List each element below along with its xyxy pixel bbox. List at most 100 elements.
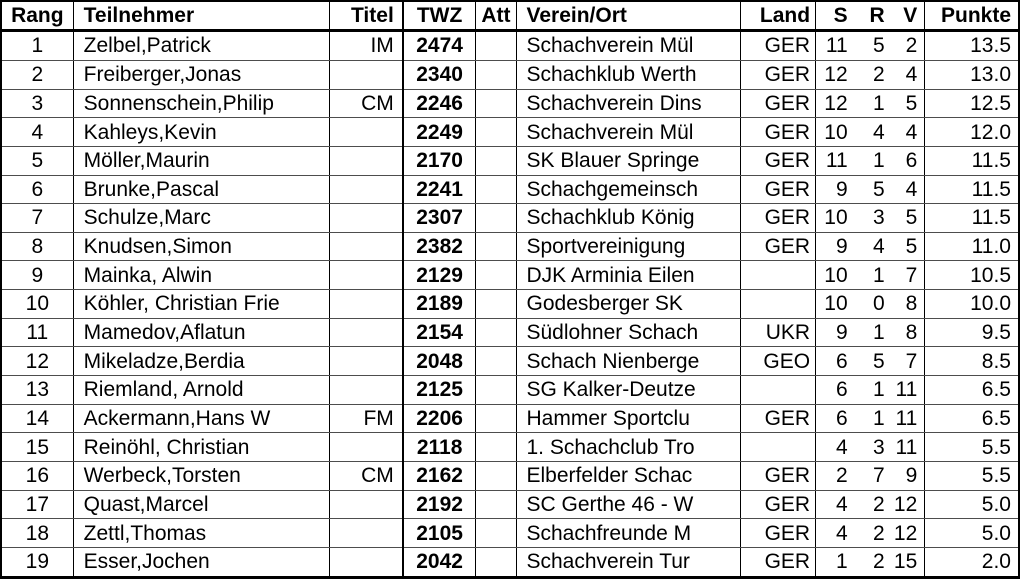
cell-att — [475, 547, 517, 579]
cell-s: 6 — [815, 346, 855, 376]
table-row: 3 Sonnenschein,Philip CM 2246 Schachvere… — [1, 89, 1020, 119]
cell-twz: 2206 — [401, 404, 477, 434]
cell-teilnehmer: Ackermann,Hans W — [73, 404, 331, 434]
cell-punkte: 11.5 — [924, 146, 1020, 176]
cell-titel — [329, 518, 404, 548]
cell-teilnehmer: Freiberger,Jonas — [73, 60, 331, 90]
cell-punkte: 10.5 — [924, 260, 1020, 291]
col-header-land: Land — [740, 1, 817, 32]
cell-punkte: 6.5 — [924, 404, 1020, 434]
cell-r: 2 — [854, 518, 890, 548]
cell-verein-ort: SC Gerthe 46 - W — [516, 490, 741, 520]
cell-punkte: 11.5 — [924, 203, 1020, 233]
cell-s: 12 — [815, 60, 855, 90]
cell-s: 1 — [815, 547, 855, 579]
cell-verein-ort: Sportvereinigung — [516, 232, 741, 262]
cell-teilnehmer: Reinöhl, Christian — [73, 432, 331, 462]
cell-titel — [329, 318, 404, 348]
cell-punkte: 9.5 — [924, 318, 1020, 348]
cell-verein-ort: DJK Arminia Eilen — [516, 260, 741, 291]
cell-teilnehmer: Mikeladze,Berdia — [73, 346, 331, 376]
cell-rang: 14 — [1, 404, 74, 434]
cell-s: 10 — [815, 117, 855, 147]
cell-s: 4 — [815, 432, 855, 462]
cell-land: GER — [740, 30, 817, 61]
col-header-twz: TWZ — [401, 1, 477, 32]
cell-titel: CM — [329, 89, 404, 119]
cell-att — [475, 30, 517, 61]
cell-verein-ort: Elberfelder Schac — [516, 461, 741, 491]
cell-titel — [329, 432, 404, 462]
cell-s: 4 — [815, 518, 855, 548]
cell-twz: 2340 — [401, 60, 477, 90]
cell-punkte: 10.0 — [924, 289, 1020, 319]
cell-s: 10 — [815, 203, 855, 233]
cell-rang: 10 — [1, 289, 74, 319]
cell-verein-ort: Schach Nienberge — [516, 346, 741, 376]
cell-s: 10 — [815, 260, 855, 291]
cell-twz: 2249 — [401, 117, 477, 147]
cell-twz: 2241 — [401, 175, 477, 205]
cell-titel — [329, 346, 404, 376]
cell-r: 4 — [854, 117, 890, 147]
cell-att — [475, 146, 517, 176]
cell-v: 8 — [889, 318, 926, 348]
cell-att — [475, 289, 517, 319]
cell-teilnehmer: Mamedov,Aflatun — [73, 318, 331, 348]
cell-rang: 19 — [1, 547, 74, 579]
cell-verein-ort: Godesberger SK — [516, 289, 741, 319]
cell-land: GEO — [740, 346, 817, 376]
cell-punkte: 5.5 — [924, 432, 1020, 462]
cell-r: 2 — [854, 490, 890, 520]
cell-att — [475, 175, 517, 205]
cell-titel — [329, 146, 404, 176]
cell-titel: FM — [329, 404, 404, 434]
cell-punkte: 13.5 — [924, 30, 1020, 61]
cell-rang: 9 — [1, 260, 74, 291]
cell-punkte: 8.5 — [924, 346, 1020, 376]
cell-rang: 17 — [1, 490, 74, 520]
cell-r: 1 — [854, 89, 890, 119]
cell-teilnehmer: Zelbel,Patrick — [73, 30, 331, 61]
cell-rang: 2 — [1, 60, 74, 90]
cell-s: 9 — [815, 318, 855, 348]
table-row: 19 Esser,Jochen 2042 Schachverein Tur GE… — [1, 547, 1020, 579]
cell-att — [475, 117, 517, 147]
cell-land: GER — [740, 175, 817, 205]
cell-v: 4 — [889, 175, 926, 205]
cell-r: 3 — [854, 203, 890, 233]
cell-punkte: 11.0 — [924, 232, 1020, 262]
cell-titel — [329, 60, 404, 90]
cell-verein-ort: Schachverein Tur — [516, 547, 741, 579]
cell-twz: 2246 — [401, 89, 477, 119]
cell-titel: IM — [329, 30, 404, 61]
cell-s: 10 — [815, 289, 855, 319]
header-row: Rang Teilnehmer Titel TWZ Att Verein/Ort… — [1, 1, 1020, 32]
cell-teilnehmer: Köhler, Christian Frie — [73, 289, 331, 319]
cell-twz: 2154 — [401, 318, 477, 348]
cell-att — [475, 346, 517, 376]
cell-titel — [329, 490, 404, 520]
table-row: 4 Kahleys,Kevin 2249 Schachverein Mül GE… — [1, 117, 1020, 147]
cell-land: GER — [740, 490, 817, 520]
col-header-teilnehmer: Teilnehmer — [73, 1, 331, 32]
cell-twz: 2474 — [401, 30, 477, 61]
cell-land — [740, 260, 817, 291]
cell-twz: 2129 — [401, 260, 477, 291]
cell-v: 4 — [889, 60, 926, 90]
cell-land: GER — [740, 547, 817, 579]
cell-rang: 16 — [1, 461, 74, 491]
cell-v: 9 — [889, 461, 926, 491]
cell-land: GER — [740, 146, 817, 176]
cell-twz: 2382 — [401, 232, 477, 262]
cell-att — [475, 375, 517, 405]
cell-v: 8 — [889, 289, 926, 319]
cell-rang: 15 — [1, 432, 74, 462]
cell-teilnehmer: Quast,Marcel — [73, 490, 331, 520]
cell-r: 0 — [854, 289, 890, 319]
cell-att — [475, 232, 517, 262]
cell-verein-ort: Südlohner Schach — [516, 318, 741, 348]
cell-s: 12 — [815, 89, 855, 119]
cell-att — [475, 89, 517, 119]
cell-verein-ort: 1. Schachclub Tro — [516, 432, 741, 462]
